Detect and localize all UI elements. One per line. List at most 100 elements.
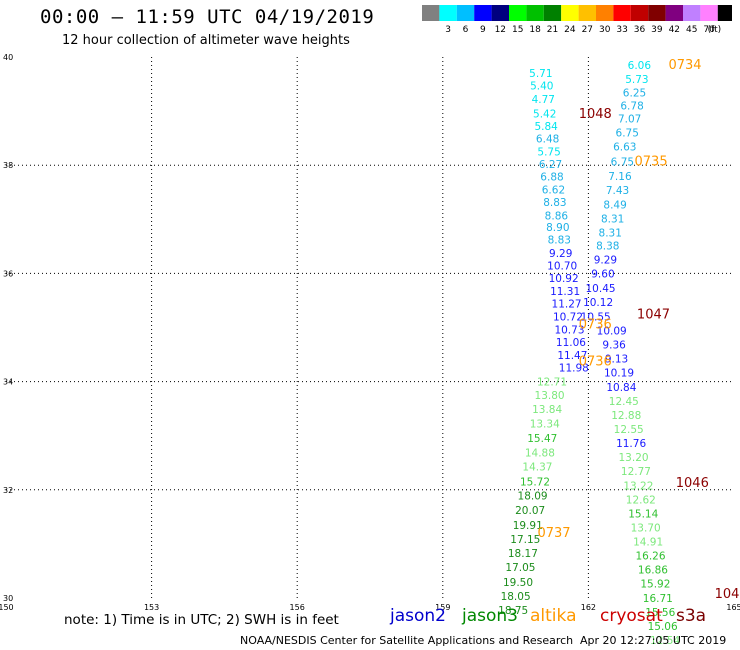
wave-height-value: 14.37 <box>522 461 552 473</box>
longitude-tick-label: 165 <box>726 603 740 612</box>
wave-height-value: 10.72 <box>553 311 583 323</box>
wave-height-value: 12.55 <box>614 424 644 436</box>
colorbar-swatch <box>578 5 596 21</box>
colorbar-tick-label: 15 <box>512 25 523 35</box>
wave-height-value: 11.76 <box>616 438 646 450</box>
colorbar-swatch <box>700 5 718 21</box>
wave-height-value: 12.88 <box>611 410 641 422</box>
wave-height-value: 8.31 <box>599 228 622 240</box>
wave-height-value: 11.27 <box>552 298 582 310</box>
pass-time-label: 0734 <box>668 58 701 73</box>
colorbar-swatch <box>526 5 544 21</box>
wave-height-value: 12.71 <box>537 376 567 388</box>
wave-height-value: 5.84 <box>534 121 558 133</box>
page-subtitle: 12 hour collection of altimeter wave hei… <box>62 33 350 48</box>
wave-height-value: 17.05 <box>505 562 535 574</box>
wave-height-value: 15.14 <box>628 508 658 520</box>
wave-height-value: 6.62 <box>542 184 565 196</box>
pass-time-label: 0736 <box>579 318 612 333</box>
colorbar-tick-label: 39 <box>651 25 663 35</box>
wave-height-value: 6.75 <box>616 128 639 140</box>
mission-jason3: jason3 <box>462 606 518 626</box>
colorbar-tick-label: 9 <box>480 25 486 35</box>
wave-height-value: 12.54 <box>650 635 680 647</box>
wave-height-value: 10.70 <box>547 261 577 273</box>
wave-height-value: 11.98 <box>559 362 589 374</box>
wave-height-value: 13.20 <box>619 452 649 464</box>
wave-height-value: 9.29 <box>549 248 572 260</box>
wave-height-value: 15.92 <box>640 579 670 591</box>
colorbar-swatch <box>630 5 649 21</box>
colorbar-swatch <box>456 5 475 21</box>
wave-height-value: 13.80 <box>535 390 565 402</box>
colorbar-swatch <box>596 5 614 21</box>
colorbar-tick-label: 45 <box>686 25 697 35</box>
wave-height-value: 5.40 <box>530 80 553 92</box>
wave-height-value: 12.62 <box>626 494 656 506</box>
wave-height-value: 4.77 <box>532 94 555 106</box>
wave-height-value: 11.06 <box>556 337 586 349</box>
wave-height-value: 9.36 <box>602 340 626 352</box>
wave-height-value: 8.49 <box>603 199 626 211</box>
wave-height-value: 10.12 <box>583 297 613 309</box>
pass-time-label: 0737 <box>537 526 570 541</box>
footer-note: note: 1) Time is in UTC; 2) SWH is in fe… <box>64 612 339 628</box>
wave-height-value: 10.09 <box>597 326 627 338</box>
wave-height-value: 15.47 <box>527 433 557 445</box>
wave-height-value: 13.84 <box>532 404 562 416</box>
wave-height-value: 11.31 <box>550 286 580 298</box>
longitude-tick-label: 159 <box>435 603 450 612</box>
color-scale-legend: 3 6 9 12 15 18 21 24 27 30 33 36 39 42 45 70(ft) <box>422 5 732 35</box>
wave-height-value: 16.71 <box>643 593 673 605</box>
longitude-tick-label: 150 <box>0 603 14 612</box>
colorbar-tick-label: 42 <box>669 25 680 35</box>
wave-height-value: 16.26 <box>635 551 665 563</box>
wave-height-value: 6.78 <box>620 100 643 112</box>
page-title: 00:00 – 11:59 UTC 04/19/2019 <box>40 6 375 28</box>
wave-height-value: 5.71 <box>529 68 552 80</box>
wave-height-value: 12.45 <box>609 396 639 408</box>
wave-height-value: 6.25 <box>623 87 646 99</box>
wave-height-value: 6.88 <box>540 171 563 183</box>
latitude-tick-label: 34 <box>3 378 13 387</box>
wave-height-value: 6.63 <box>613 142 636 154</box>
latitude-tick-label: 32 <box>3 486 13 495</box>
colorbar-swatch <box>613 5 631 21</box>
wave-height-value: 11.47 <box>557 350 587 362</box>
latitude-tick-label: 36 <box>3 269 13 278</box>
wave-height-value: 10.19 <box>604 368 634 380</box>
pass-time-label: 1047 <box>637 307 670 322</box>
colorbar-tick-label: 12 <box>495 25 506 35</box>
longitude-tick-label: 156 <box>290 603 305 612</box>
colorbar-tick-label: 30 <box>599 25 611 35</box>
graticule <box>6 57 734 598</box>
wave-height-value: 8.90 <box>546 222 569 234</box>
wave-height-value: 8.38 <box>596 241 619 253</box>
wave-height-value: 20.07 <box>515 505 545 517</box>
wave-height-value: 6.06 <box>628 60 652 72</box>
colorbar-tick-label: 3 <box>445 25 451 35</box>
wave-height-value: 19.50 <box>503 577 533 589</box>
wave-height-value: 13.34 <box>530 419 560 431</box>
latitude-tick-label: 40 <box>3 53 13 62</box>
wave-height-value: 15.72 <box>520 476 550 488</box>
pass-time-label: 1048 <box>579 107 612 122</box>
wave-height-value: 14.88 <box>525 447 555 459</box>
wave-height-value: 6.27 <box>539 159 562 171</box>
mission-altika: altika <box>530 606 577 626</box>
wave-height-value: 8.83 <box>543 197 566 209</box>
colorbar-tick-label: 21 <box>547 25 558 35</box>
wave-height-value: 7.43 <box>606 185 629 197</box>
colorbar-tick-label: 36 <box>634 25 646 35</box>
credit-line: NOAA/NESDIS Center for Satellite Applica… <box>240 634 574 647</box>
wave-height-value: 6.48 <box>536 133 559 145</box>
wave-height-value: 10.73 <box>554 324 584 336</box>
wave-height-value: 18.17 <box>508 548 538 560</box>
wave-height-value: 18.09 <box>518 491 548 503</box>
generated-timestamp: Apr 20 12:27:05 UTC 2019 <box>580 634 727 647</box>
longitude-tick-label: 153 <box>144 603 159 612</box>
longitude-tick-label: 162 <box>581 603 596 612</box>
wave-height-value: 6.75 <box>611 157 634 169</box>
wave-height-value: 10.92 <box>549 273 579 285</box>
wave-height-value: 5.73 <box>625 74 648 86</box>
